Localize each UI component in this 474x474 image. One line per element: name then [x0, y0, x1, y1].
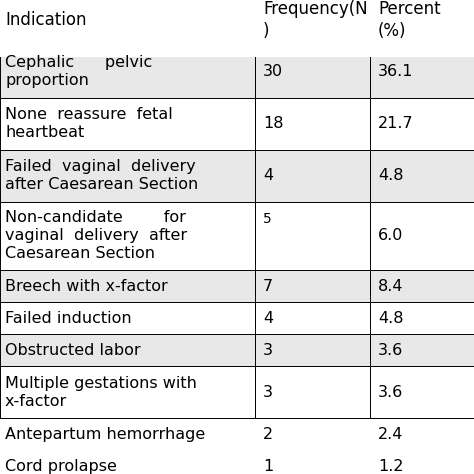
Text: 3.6: 3.6: [378, 343, 403, 358]
Bar: [0, 334, 255, 366]
Bar: [0, 270, 255, 302]
Bar: [255, 201, 370, 270]
Text: 6.0: 6.0: [378, 228, 403, 243]
Text: Percent
(%): Percent (%): [378, 0, 441, 40]
Bar: [255, 270, 370, 302]
Text: 3: 3: [263, 343, 273, 358]
Bar: [0, 46, 255, 98]
Text: Failed  vaginal  delivery
after Caesarean Section: Failed vaginal delivery after Caesarean …: [5, 159, 198, 192]
Bar: [0, 450, 255, 474]
Bar: [255, 418, 370, 450]
Text: 30: 30: [263, 64, 283, 80]
Bar: [370, 201, 474, 270]
Text: 18: 18: [263, 116, 283, 131]
Text: Obstructed labor: Obstructed labor: [5, 343, 141, 358]
Text: 1: 1: [263, 458, 273, 474]
Text: 4.8: 4.8: [378, 168, 403, 183]
Text: Multiple gestations with
x-factor: Multiple gestations with x-factor: [5, 375, 197, 409]
Bar: [255, 450, 370, 474]
Bar: [255, 334, 370, 366]
Bar: [0, 201, 255, 270]
Bar: [0, 0, 255, 46]
Text: 4: 4: [263, 168, 273, 183]
Text: Indication: Indication: [5, 11, 86, 29]
Bar: [370, 302, 474, 334]
Bar: [255, 150, 370, 201]
Bar: [370, 450, 474, 474]
Bar: [370, 418, 474, 450]
Bar: [255, 46, 370, 98]
Text: 3: 3: [263, 384, 273, 400]
Text: 1.2: 1.2: [378, 458, 403, 474]
Text: 21.7: 21.7: [378, 116, 414, 131]
Text: Frequency(N
): Frequency(N ): [263, 0, 368, 40]
Text: 5: 5: [263, 212, 272, 226]
Text: Failed induction: Failed induction: [5, 310, 132, 326]
Text: 8.4: 8.4: [378, 279, 403, 293]
Bar: [255, 98, 370, 150]
Bar: [370, 270, 474, 302]
Text: Non-candidate        for
vaginal  delivery  after
Caesarean Section: Non-candidate for vaginal delivery after…: [5, 210, 187, 261]
Text: Cephalic      pelvic
proportion: Cephalic pelvic proportion: [5, 55, 152, 89]
Text: 2: 2: [263, 427, 273, 441]
Bar: [255, 366, 370, 418]
Text: Cord prolapse: Cord prolapse: [5, 458, 117, 474]
Bar: [370, 150, 474, 201]
Text: 36.1: 36.1: [378, 64, 413, 80]
Bar: [370, 98, 474, 150]
Bar: [0, 366, 255, 418]
Text: Breech with x-factor: Breech with x-factor: [5, 279, 168, 293]
Bar: [370, 334, 474, 366]
Text: 4.8: 4.8: [378, 310, 403, 326]
Bar: [370, 366, 474, 418]
Text: 4: 4: [263, 310, 273, 326]
Bar: [255, 302, 370, 334]
Bar: [0, 150, 255, 201]
Text: Antepartum hemorrhage: Antepartum hemorrhage: [5, 427, 205, 441]
Text: 2.4: 2.4: [378, 427, 403, 441]
Bar: [370, 46, 474, 98]
Text: None  reassure  fetal
heartbeat: None reassure fetal heartbeat: [5, 107, 173, 140]
Bar: [255, 0, 370, 46]
Bar: [0, 98, 255, 150]
Text: 7: 7: [263, 279, 273, 293]
Text: 3.6: 3.6: [378, 384, 403, 400]
Bar: [0, 418, 255, 450]
Bar: [0, 302, 255, 334]
Bar: [370, 0, 474, 46]
